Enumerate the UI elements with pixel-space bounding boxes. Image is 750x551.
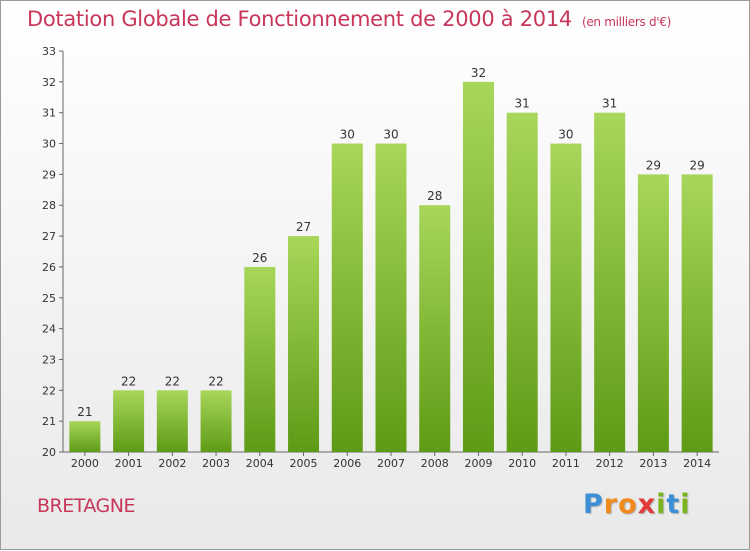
logo-letter: o [618,489,638,520]
bar [69,421,101,452]
bar-value-label: 21 [77,405,92,419]
y-tick-label: 23 [42,353,56,366]
y-tick-label: 29 [42,168,56,181]
x-tick-label: 2014 [683,457,711,470]
bar [419,205,451,452]
x-tick-label: 2012 [596,457,624,470]
bar [288,236,320,452]
y-tick-label: 31 [42,107,56,120]
x-tick-label: 2009 [464,457,492,470]
x-tick-label: 2006 [333,457,361,470]
bar [550,143,582,453]
chart-subtitle: (en milliers d'€) [581,15,671,29]
logo-letter: i [680,489,691,520]
x-tick-label: 2011 [552,457,580,470]
bar-value-label: 27 [296,220,311,234]
bar [375,143,407,453]
bar [462,81,494,452]
bar-value-label: 30 [383,128,398,142]
logo-letter: P [583,489,604,520]
logo-letter: r [603,489,619,520]
x-tick-label: 2010 [508,457,536,470]
x-tick-label: 2007 [377,457,405,470]
bar-value-label: 30 [558,128,573,142]
y-tick-label: 26 [42,261,56,274]
bars [69,81,713,453]
bar [200,390,232,452]
bar-value-label: 32 [471,66,486,80]
y-tick-label: 32 [42,76,56,89]
proxiti-logo: Proxiti [583,489,691,520]
bar [156,390,188,452]
x-tick-label: 2003 [202,457,230,470]
x-tick-label: 2002 [158,457,186,470]
chart-title: Dotation Globale de Fonctionnement de 20… [27,7,671,31]
bar [637,174,669,452]
bar-value-label: 30 [340,128,355,142]
bar-value-label: 29 [646,158,661,172]
bar [331,143,363,453]
y-tick-label: 20 [42,446,56,459]
logo-letter: t [666,489,681,520]
y-tick-label: 21 [42,415,56,428]
bar-value-label: 22 [165,374,180,388]
x-tick-label: 2004 [246,457,274,470]
bar [244,266,276,452]
bar-value-label: 29 [689,158,704,172]
x-tick-label: 2005 [290,457,318,470]
bar [594,112,626,452]
bar-value-label: 22 [121,374,136,388]
bar-value-label: 28 [427,189,442,203]
bar-value-label: 31 [515,97,530,111]
y-tick-label: 22 [42,384,56,397]
chart-title-text: Dotation Globale de Fonctionnement de 20… [27,7,572,31]
bar-value-label: 31 [602,97,617,111]
logo-letter: i [656,489,667,520]
y-tick-label: 24 [42,323,56,336]
bar [113,390,145,452]
bar-value-label: 26 [252,251,267,265]
y-tick-label: 33 [42,45,56,58]
axes: 20 21 22 23 24 25 26 27 28 29 30 31 32 33 [42,45,719,459]
bar [506,112,538,452]
y-tick-label: 25 [42,292,56,305]
bar [681,174,713,452]
region-label: BRETAGNE [37,495,135,517]
x-tick-label: 2000 [71,457,99,470]
x-tick-label: 2001 [115,457,143,470]
y-tick-label: 28 [42,199,56,212]
x-tick-label: 2013 [639,457,667,470]
y-tick-label: 30 [42,138,56,151]
x-tick-label: 2008 [421,457,449,470]
labels: 21 2000 22 2001 22 2002 22 2003 26 2004 27 2005 30 20… [71,66,711,470]
y-tick-label: 27 [42,230,56,243]
logo-letter: x [637,489,657,520]
bar-value-label: 22 [208,374,223,388]
